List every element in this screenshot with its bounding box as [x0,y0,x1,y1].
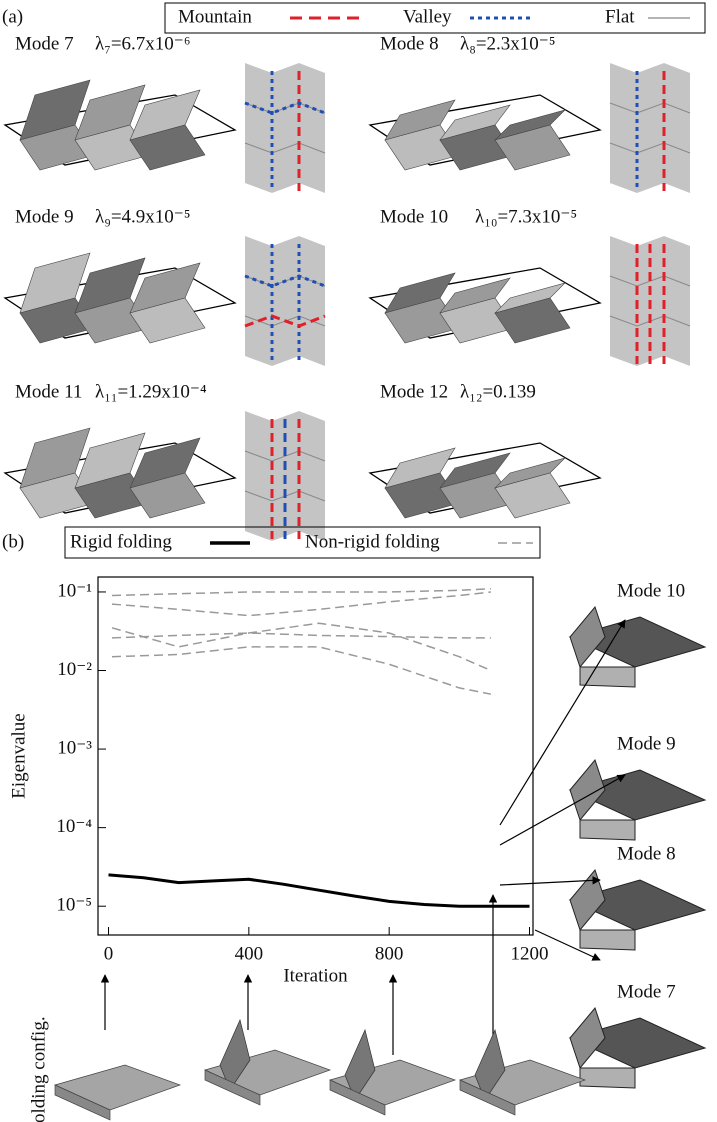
mode-view-label: Mode 7 [617,981,676,1002]
y-tick-label: 10⁻¹ [57,580,92,601]
legend-label: Flat [605,6,635,27]
y-axis-label: Eigenvalue [8,713,29,798]
folding-configs [55,1020,585,1120]
legend-label: Mountain [178,6,252,27]
plot: 10⁻¹ 10⁻² 10⁻³ 10⁻⁴ 10⁻⁵ 0 400 800 1200 Iteration… [8,577,548,986]
arrows [105,620,625,1055]
y-tick-label: 10⁻³ [57,737,92,758]
figure: (a) Mountain Valley Flat Mode 7 λ₇=6.7x10… [0,0,717,1122]
legend-label: Rigid folding [70,531,172,552]
modes: Mode 7 λ₇=6.7x10⁻⁶ Mode 8 λ₈=2.3x10⁻⁵ Mode 9… [5,33,690,541]
legend-label: Non-rigid folding [305,531,440,552]
mode-name: Mode 11 [15,381,82,402]
panel-label: (b) [2,531,24,552]
x-tick-label: 400 [235,943,264,964]
view-panel [580,1068,635,1088]
series-line [112,589,491,695]
mode-view-label: Mode 10 [617,580,685,601]
view-panel [580,820,635,840]
series-line [109,875,530,906]
mode-name: Mode 12 [380,381,448,402]
config-label: Folding config. [28,1016,49,1122]
mode-name: Mode 7 [15,33,74,54]
crease-pattern [245,236,325,366]
view-panel [570,607,605,667]
crease-pattern [245,63,325,193]
mode-eigenvalue: λ₇=6.7x10⁻⁶ [95,33,190,54]
panel-label: (a) [2,6,23,27]
mode-eigenvalue: λ₈=2.3x10⁻⁵ [460,33,555,54]
x-tick-label: 800 [375,943,404,964]
crease-pattern [610,63,690,193]
x-axis-label: Iteration [283,965,348,986]
view-panel [570,1008,605,1068]
mode-name: Mode 8 [380,33,439,54]
x-tick-label: 0 [104,943,114,964]
y-tick-label: 10⁻⁴ [56,816,92,837]
y-tick-label: 10⁻⁵ [56,895,92,916]
mode-eigenvalue: λ₉=4.9x10⁻⁵ [95,206,190,227]
x-tick-label: 1200 [510,943,548,964]
mode-views: Mode 10 Mode 9 Mode 8 Mode 7 [570,580,705,1088]
mode-name: Mode 10 [380,206,448,227]
y-tick-label: 10⁻² [57,659,92,680]
mode-name: Mode 9 [15,206,74,227]
mode-view-label: Mode 8 [617,843,676,864]
view-panel [570,870,605,930]
mode-eigenvalue: λ₁₀=7.3x10⁻⁵ [475,206,577,227]
legend-label: Valley [403,6,452,27]
view-panel [580,667,635,687]
mode-eigenvalue: λ₁₂=0.139 [460,381,536,402]
mode-view-label: Mode 9 [617,733,676,754]
view-panel [570,760,605,820]
mode-eigenvalue: λ₁₁=1.29x10⁻⁴ [95,381,207,402]
view-panel [580,930,635,950]
